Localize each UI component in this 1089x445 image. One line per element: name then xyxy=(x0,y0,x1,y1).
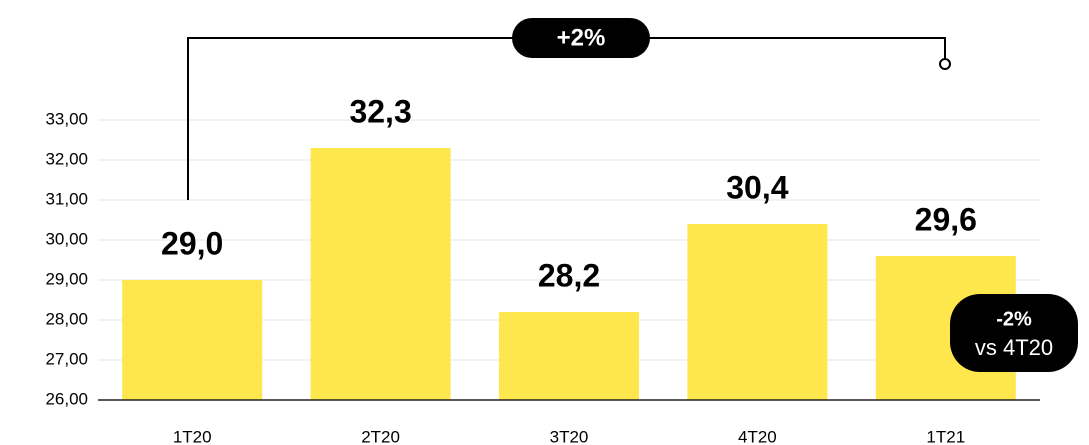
bar xyxy=(687,224,828,400)
bracket: +2% xyxy=(187,18,951,200)
value-label: 28,2 xyxy=(538,257,600,293)
growth-pill xyxy=(512,18,650,58)
y-tick-label: 29,00 xyxy=(45,269,88,288)
x-tick-label: 4T20 xyxy=(738,427,777,445)
x-tick-label: 1T21 xyxy=(926,427,965,445)
change-label: -2% xyxy=(996,308,1032,330)
change-badge: -2% vs 4T20 xyxy=(950,294,1078,372)
x-tick-label: 1T20 xyxy=(173,427,212,445)
y-tick-label: 30,00 xyxy=(45,229,88,248)
bar xyxy=(499,312,639,400)
bracket-line xyxy=(187,37,946,200)
bracket-end xyxy=(939,58,951,70)
change-note: vs 4T20 xyxy=(975,335,1053,360)
x-tick-label: 2T20 xyxy=(361,427,400,445)
change-pill xyxy=(950,294,1078,372)
y-tick-label: 26,00 xyxy=(45,389,88,408)
value-label: 30,4 xyxy=(726,169,788,205)
value-label: 29,6 xyxy=(915,201,977,237)
y-tick-label: 33,00 xyxy=(45,109,88,128)
x-tick-label: 3T20 xyxy=(550,427,589,445)
value-label: 32,3 xyxy=(349,93,411,129)
y-tick-label: 31,00 xyxy=(45,189,88,208)
value-label: 29,0 xyxy=(161,225,223,261)
y-tick-label: 32,00 xyxy=(45,149,88,168)
bar xyxy=(310,148,451,400)
y-tick-label: 28,00 xyxy=(45,309,88,328)
growth-label: +2% xyxy=(557,24,606,51)
bar xyxy=(122,280,263,400)
y-tick-label: 27,00 xyxy=(45,349,88,368)
